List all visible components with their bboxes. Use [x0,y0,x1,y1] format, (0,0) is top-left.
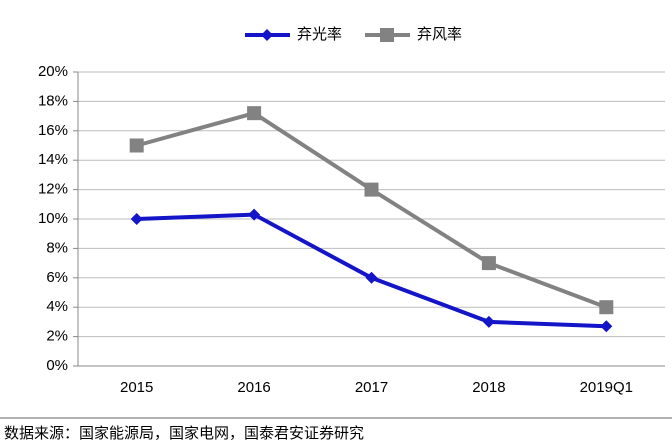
data-point [600,320,613,333]
y-tick-label: 6% [46,269,68,286]
legend-label: 弃光率 [297,26,342,43]
legend-marker [380,28,394,42]
y-tick-label: 18% [38,92,68,109]
data-point [482,315,495,328]
y-tick-label: 10% [38,210,68,227]
y-tick-label: 16% [38,122,68,139]
data-point [365,271,378,284]
y-tick-label: 2% [46,328,68,345]
x-tick-label: 2016 [237,379,270,396]
data-point [247,106,262,121]
data-point [130,213,143,225]
x-tick-label: 2015 [120,379,153,396]
data-point [248,208,261,221]
data-point [129,138,144,153]
x-tick-label: 2018 [472,379,505,396]
x-tick-label: 2019Q1 [580,379,633,396]
y-tick-label: 14% [38,151,68,168]
legend-marker [261,29,273,41]
data-point [364,182,379,197]
data-point [481,256,496,271]
data-point [599,300,614,315]
y-tick-label: 8% [46,239,68,256]
y-tick-label: 4% [46,298,68,315]
y-tick-label: 20% [38,63,68,80]
y-tick-label: 0% [46,357,68,374]
legend-label: 弃风率 [417,26,462,43]
source-note: 数据来源：国家能源局，国家电网，国泰君安证券研究 [4,425,364,442]
series-line [136,212,607,329]
x-tick-label: 2017 [355,379,388,396]
y-tick-label: 12% [38,181,68,198]
